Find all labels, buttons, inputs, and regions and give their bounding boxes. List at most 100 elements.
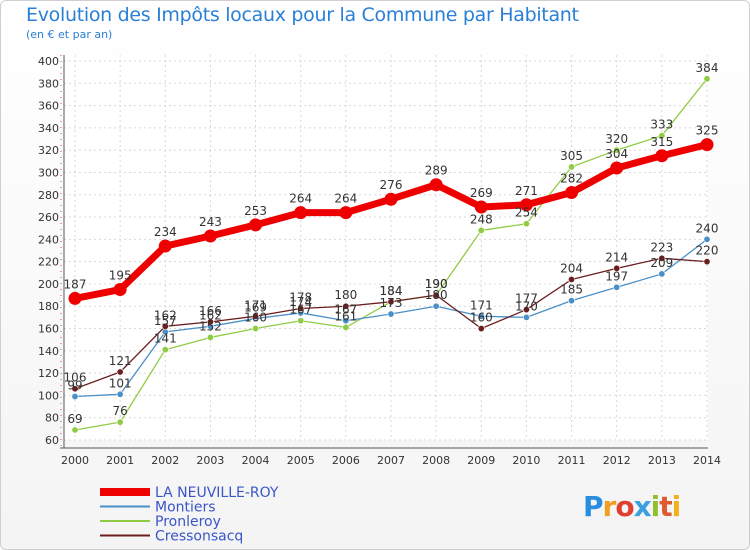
y-tick-label: 260 xyxy=(38,211,59,224)
x-tick-label: 2006 xyxy=(332,454,360,467)
data-label: 384 xyxy=(696,61,719,75)
data-point xyxy=(522,313,530,321)
x-tick-label: 2003 xyxy=(196,454,224,467)
data-point xyxy=(568,163,576,171)
y-tick-label: 80 xyxy=(45,412,59,425)
x-tick-label: 2009 xyxy=(467,454,495,467)
data-label: 180 xyxy=(334,288,357,302)
data-point xyxy=(565,186,579,200)
data-label: 174 xyxy=(289,295,312,309)
data-label: 76 xyxy=(113,404,128,418)
data-point xyxy=(519,198,533,212)
data-point xyxy=(297,304,305,312)
x-tick-label: 2004 xyxy=(242,454,270,467)
data-label: 106 xyxy=(64,371,87,385)
data-label: 69 xyxy=(67,412,82,426)
data-label: 184 xyxy=(380,284,403,298)
data-label: 289 xyxy=(425,164,448,178)
data-point xyxy=(429,178,443,192)
data-label: 276 xyxy=(380,178,403,192)
data-point xyxy=(387,298,395,306)
data-label: 325 xyxy=(696,124,719,138)
data-label: 170 xyxy=(515,299,538,313)
data-label: 177 xyxy=(515,292,538,306)
data-point xyxy=(477,312,485,320)
data-point xyxy=(342,302,350,310)
data-label: 320 xyxy=(605,132,628,146)
legend-label: Cressonsacq xyxy=(155,529,243,545)
logo-letter: t xyxy=(659,490,672,523)
data-label: 101 xyxy=(109,376,132,390)
data-label: 178 xyxy=(289,290,312,304)
data-point xyxy=(703,258,711,266)
data-label: 269 xyxy=(470,186,493,200)
data-point xyxy=(71,385,79,393)
data-label: 184 xyxy=(380,284,403,298)
data-label: 234 xyxy=(154,225,177,239)
legend-label: LA NEUVILLE-ROY xyxy=(155,485,279,501)
data-point xyxy=(474,200,488,214)
data-label: 157 xyxy=(154,314,177,328)
x-tick-label: 2014 xyxy=(693,454,721,467)
logo-letter: o xyxy=(615,490,634,523)
y-tick-label: 320 xyxy=(38,144,59,157)
y-tick-label: 360 xyxy=(38,100,59,113)
data-point xyxy=(342,323,350,331)
data-point xyxy=(206,333,214,341)
logo-letter: x xyxy=(633,490,652,523)
data-point xyxy=(700,138,714,152)
logo-letter: P xyxy=(583,490,604,523)
y-tick-label: 280 xyxy=(38,189,59,202)
data-label: 240 xyxy=(696,221,719,235)
data-point xyxy=(568,297,576,305)
data-point xyxy=(116,368,124,376)
data-label: 214 xyxy=(605,250,628,264)
data-point xyxy=(658,270,666,278)
x-tick-label: 2010 xyxy=(512,454,540,467)
data-label: 185 xyxy=(560,283,583,297)
x-tick-label: 2012 xyxy=(603,454,631,467)
data-label: 121 xyxy=(109,354,132,368)
y-tick-label: 120 xyxy=(38,367,59,380)
data-label: 197 xyxy=(605,269,628,283)
data-point xyxy=(432,291,440,299)
data-label: 169 xyxy=(244,300,267,314)
data-label: 305 xyxy=(560,149,583,163)
data-label: 180 xyxy=(425,288,448,302)
x-tick-label: 2011 xyxy=(558,454,586,467)
data-point xyxy=(252,325,260,333)
data-label: 190 xyxy=(425,277,448,291)
data-label: 209 xyxy=(650,256,673,270)
x-tick-label: 2008 xyxy=(422,454,450,467)
logo-letter: i xyxy=(671,490,682,523)
data-point xyxy=(113,283,127,297)
data-label: 171 xyxy=(470,298,493,312)
data-point xyxy=(610,161,624,175)
data-point xyxy=(658,254,666,262)
data-label: 254 xyxy=(515,206,538,220)
data-point xyxy=(477,325,485,333)
x-tick-label: 2005 xyxy=(287,454,315,467)
data-point xyxy=(477,226,485,234)
data-label: 166 xyxy=(199,304,222,318)
chart-title: Evolution des Impôts locaux pour la Comm… xyxy=(26,4,579,26)
data-point xyxy=(71,393,79,401)
y-tick-label: 160 xyxy=(38,323,59,336)
data-label: 162 xyxy=(154,308,177,322)
x-tick-label: 2002 xyxy=(151,454,179,467)
data-point xyxy=(703,75,711,83)
data-label: 190 xyxy=(425,277,448,291)
data-label: 195 xyxy=(109,269,132,283)
data-label: 282 xyxy=(560,172,583,186)
x-tick-label: 2001 xyxy=(106,454,134,467)
legend-label: Pronleroy xyxy=(155,514,221,530)
data-point xyxy=(522,220,530,228)
data-point xyxy=(158,239,172,253)
y-tick-label: 60 xyxy=(45,434,59,447)
data-point xyxy=(658,132,666,140)
data-label: 160 xyxy=(244,311,267,325)
logo-letter: r xyxy=(602,490,617,523)
data-point xyxy=(68,291,82,305)
data-label: 152 xyxy=(199,319,222,333)
